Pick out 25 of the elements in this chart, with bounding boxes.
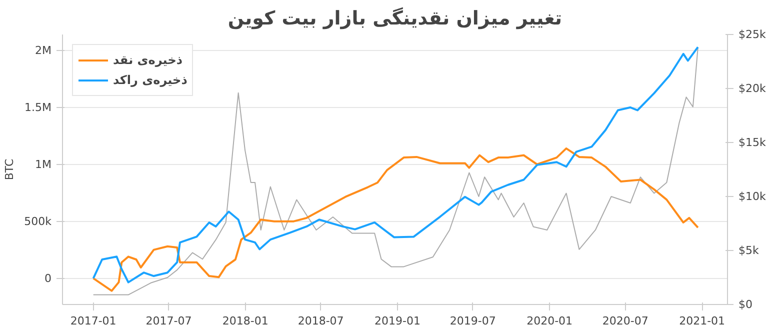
y2-tick-label: $25k	[738, 28, 766, 41]
x-tick-label: 2020-01	[526, 314, 573, 327]
x-tick-label: 2020-07	[602, 314, 648, 327]
chart-title: تغییر میزان نقدینگی بازار بیت کوین	[228, 6, 562, 30]
y-tick-label: 1.5M	[24, 100, 52, 114]
y-tick-label: 0	[44, 272, 52, 285]
line-series	[92, 147, 699, 292]
x-tick-label: 2017-07	[146, 314, 192, 327]
legend-label: ذخیره‌ی راکد	[113, 73, 188, 87]
x-tick-label: 2021-01	[679, 314, 726, 327]
y2-tick-label: $0	[738, 298, 752, 311]
legend-label: ذخیره‌ی نقد	[113, 53, 183, 67]
y-tick-label: 500k	[24, 214, 52, 228]
y-tick-label: 2M	[35, 44, 52, 57]
x-tick-label: 2019-07	[450, 314, 496, 327]
y-tick-label: 1M	[35, 158, 52, 171]
y2-tick-label: $5k	[738, 244, 760, 257]
x-tick-label: 2019-01	[374, 314, 420, 327]
x-tick-label: 2018-07	[298, 314, 344, 327]
x-tick-label: 2018-01	[222, 314, 268, 327]
y2-tick-label: $20k	[738, 82, 766, 95]
y-axis-title: BTC	[3, 158, 16, 180]
y2-tick-label: $10k	[738, 190, 766, 203]
y2-tick-label: $15k	[738, 136, 766, 149]
x-tick-label: 2017-01	[70, 314, 116, 327]
